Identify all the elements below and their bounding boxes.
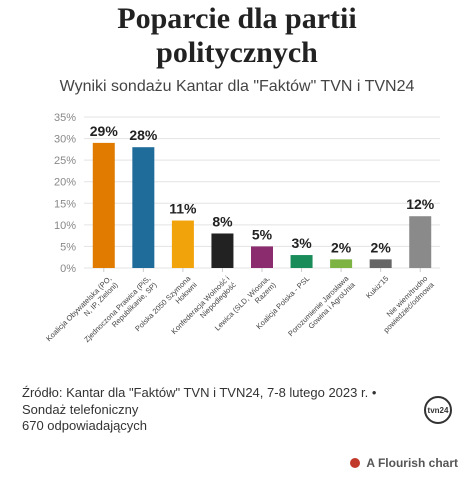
y-tick-label: 0% (60, 263, 76, 275)
credit[interactable]: A Flourish chart (366, 456, 458, 470)
sample: 670 odpowiadających (22, 418, 148, 433)
y-tick-label: 15% (54, 198, 76, 210)
value-label: 28% (129, 127, 158, 143)
tvn24-logo: tvn24 (424, 396, 452, 424)
value-label: 3% (291, 235, 312, 251)
bar (92, 142, 115, 268)
value-label: 29% (90, 123, 119, 139)
chart-title: Poparcie dla partii politycznych (117, 2, 357, 69)
bar (171, 220, 194, 268)
bar (330, 259, 353, 268)
bar (211, 233, 234, 268)
value-label: 5% (252, 226, 273, 242)
logo-text: tvn24 (428, 406, 449, 415)
chart-subtitle: Wyniki sondażu Kantar dla "Faktów" TVN i… (59, 78, 415, 95)
y-tick-label: 35% (54, 112, 76, 124)
source: Źródło: Kantar dla "Faktów" TVN i TVN24,… (22, 385, 377, 417)
y-tick-label: 10% (54, 220, 76, 232)
flourish-icon (350, 458, 360, 468)
y-tick-label: 30% (54, 134, 76, 146)
value-label: 8% (212, 213, 233, 229)
bar (409, 216, 432, 268)
bar (132, 147, 155, 268)
bar (251, 246, 273, 268)
bar (290, 255, 313, 268)
y-tick-label: 5% (60, 241, 76, 253)
value-label: 2% (371, 239, 392, 255)
value-label: 12% (406, 196, 435, 212)
value-label: 2% (331, 239, 352, 255)
y-tick-label: 25% (54, 155, 76, 167)
y-tick-label: 20% (54, 177, 76, 189)
value-label: 11% (169, 201, 197, 217)
bar (369, 259, 392, 268)
